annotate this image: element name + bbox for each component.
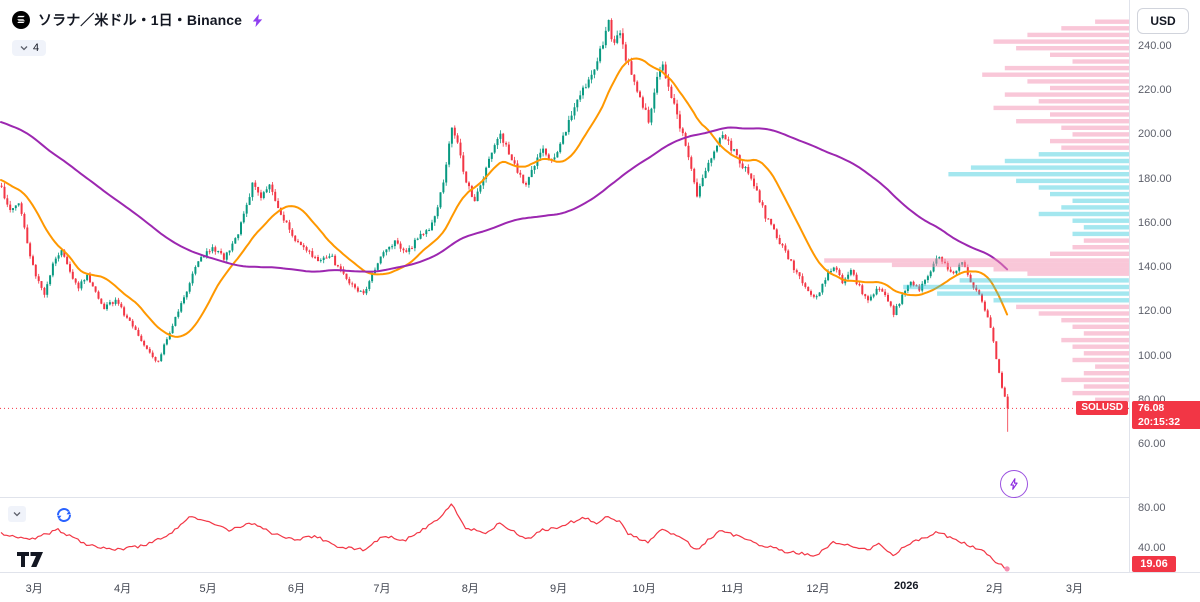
time-axis-month-label: 8月 bbox=[461, 583, 479, 595]
candlestick-chart[interactable] bbox=[0, 0, 1129, 497]
price-tick-label: 220.00 bbox=[1138, 84, 1172, 97]
price-tick-label: 200.00 bbox=[1138, 128, 1172, 141]
time-axis-month-label: 2月 bbox=[986, 583, 1004, 595]
lightning-icon bbox=[1007, 477, 1021, 491]
symbol-title[interactable]: ソラナ／米ドル・1日・Binance bbox=[38, 12, 243, 28]
current-price-badge: 76.08 20:15:32 bbox=[1132, 401, 1200, 430]
time-axis[interactable]: 3月 4月 5月 6月 7月 8月 9月 10月 11月 12月 2026 2月 3月 bbox=[0, 573, 1200, 602]
time-axis-year-label: 2026 bbox=[894, 580, 919, 592]
currency-toggle-button[interactable]: USD bbox=[1137, 8, 1189, 34]
solana-logo-icon bbox=[12, 11, 30, 29]
price-tick-label: 120.00 bbox=[1138, 305, 1172, 318]
refresh-icon bbox=[55, 506, 73, 524]
time-axis-month-label: 5月 bbox=[199, 583, 217, 595]
time-axis-month-label: 6月 bbox=[287, 583, 305, 595]
chevron-down-icon bbox=[12, 509, 22, 519]
price-tick-label: 140.00 bbox=[1138, 261, 1172, 274]
bar-countdown: 20:15:32 bbox=[1138, 416, 1181, 429]
indicator-tick-label: 80.00 bbox=[1138, 502, 1166, 514]
current-price-value: 76.08 bbox=[1138, 402, 1165, 415]
price-axis[interactable]: USD 76.08 20:15:32 19.06 240.00 220.00 200… bbox=[1129, 0, 1200, 572]
price-tick-label: 100.00 bbox=[1138, 349, 1172, 362]
indicator-collapse-button[interactable] bbox=[8, 506, 26, 522]
chevron-down-icon bbox=[19, 43, 29, 53]
price-line-symbol-label: SOLUSD bbox=[1076, 401, 1128, 416]
legend-collapse-button[interactable]: 4 bbox=[12, 40, 47, 56]
spark-icon[interactable] bbox=[250, 13, 265, 28]
tradingview-logo[interactable] bbox=[16, 551, 44, 573]
time-axis-month-label: 3月 bbox=[25, 583, 43, 595]
price-tick-label: 180.00 bbox=[1138, 172, 1172, 185]
indicator-value-badge: 19.06 bbox=[1132, 556, 1176, 572]
quick-trade-button[interactable] bbox=[1000, 470, 1028, 498]
indicator-tick-label: 40.00 bbox=[1138, 542, 1166, 554]
time-axis-month-label: 12月 bbox=[806, 583, 830, 595]
price-tick-label: 240.00 bbox=[1138, 40, 1172, 52]
price-tick-label: 60.00 bbox=[1138, 437, 1166, 450]
refresh-button[interactable] bbox=[55, 506, 73, 524]
symbol-header[interactable]: ソラナ／米ドル・1日・Binance bbox=[12, 10, 265, 30]
indicator-line-chart[interactable] bbox=[0, 498, 1129, 572]
time-axis-month-label: 11月 bbox=[721, 583, 744, 595]
price-tick-label: 160.00 bbox=[1138, 216, 1172, 229]
pane-separator[interactable] bbox=[0, 497, 1200, 498]
time-axis-month-label: 9月 bbox=[550, 583, 568, 595]
time-axis-month-label: 10月 bbox=[632, 583, 656, 595]
legend-count: 4 bbox=[33, 42, 40, 54]
time-axis-month-label: 3月 bbox=[1065, 583, 1083, 595]
time-axis-separator bbox=[0, 572, 1200, 573]
main-chart-area[interactable] bbox=[0, 0, 1129, 502]
time-axis-month-label: 7月 bbox=[373, 583, 391, 595]
indicator-pane[interactable] bbox=[0, 498, 1129, 577]
time-axis-month-label: 4月 bbox=[113, 583, 132, 595]
